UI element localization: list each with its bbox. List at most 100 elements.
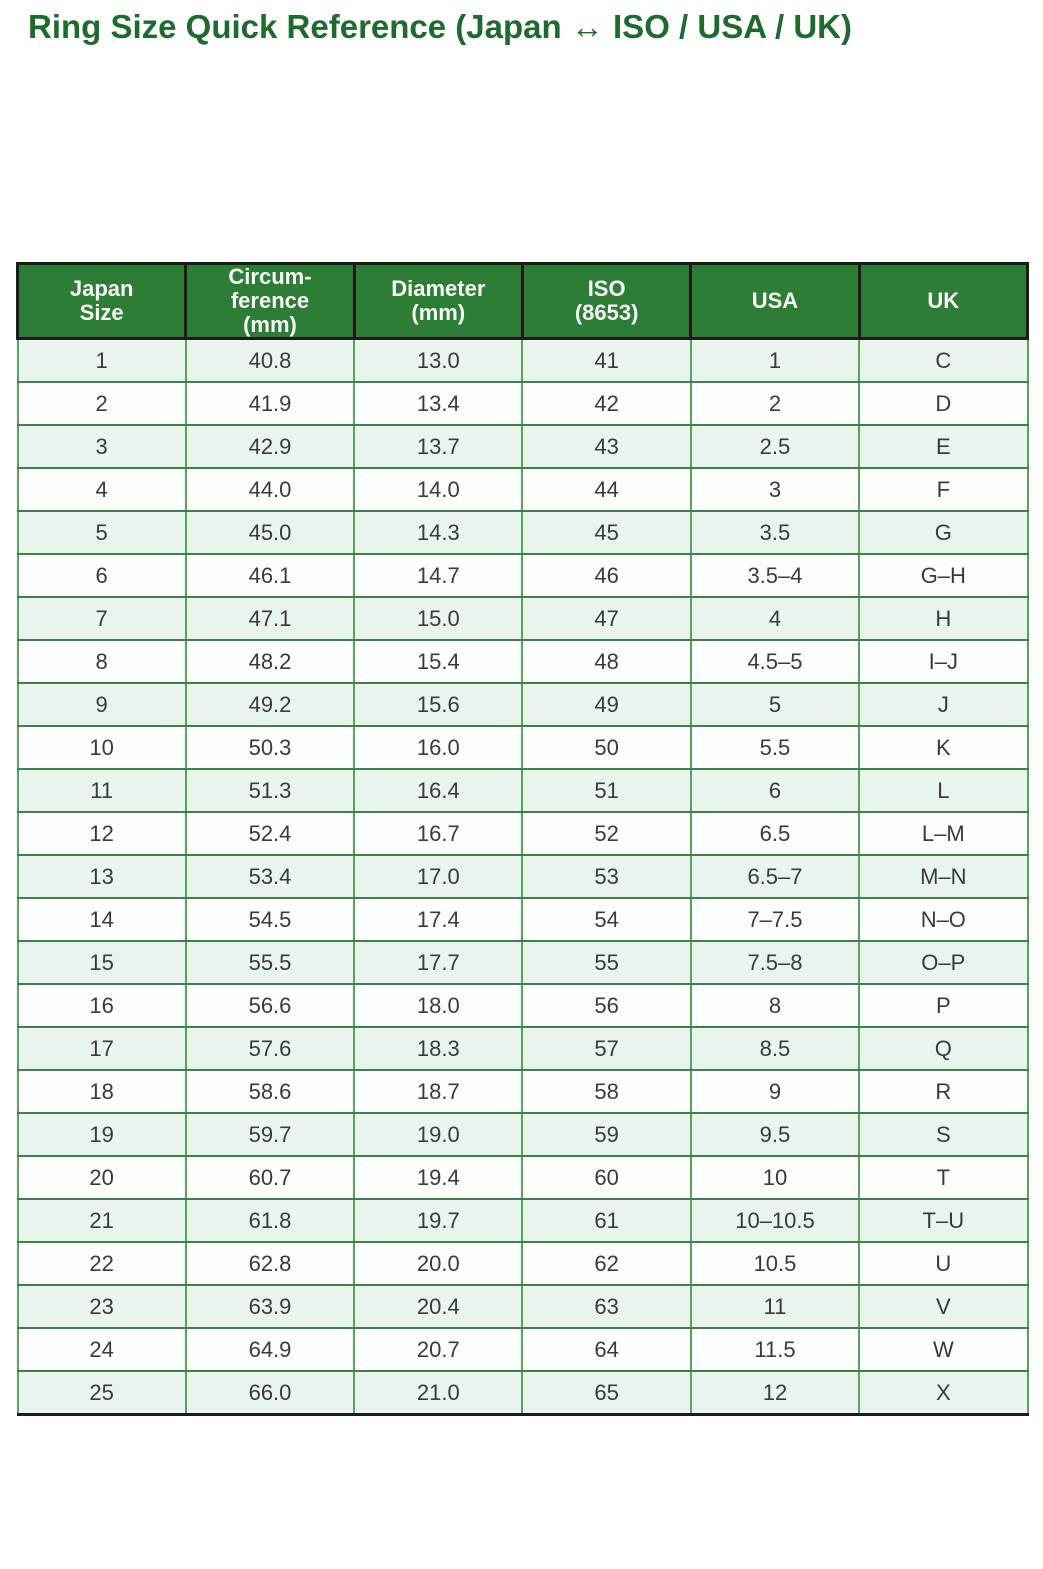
cell-circumference-mm: 53.4 [184, 854, 356, 899]
cell-circumference-mm: 41.9 [184, 381, 356, 426]
cell-usa: 7–7.5 [689, 897, 861, 942]
header-row: Japan Size Circum- ference (mm) Diameter… [15, 262, 1030, 340]
cell-japan-size: 13 [16, 854, 187, 899]
cell-uk: W [858, 1327, 1029, 1372]
cell-usa: 11 [689, 1284, 861, 1329]
cell-japan-size: 2 [16, 381, 187, 426]
cell-uk: R [858, 1069, 1029, 1114]
cell-circumference-mm: 48.2 [184, 639, 356, 684]
cell-uk: U [858, 1241, 1029, 1286]
cell-japan-size: 25 [16, 1370, 187, 1416]
table-row: 17 57.6 18.3 57 8.5 Q [16, 1026, 1029, 1071]
cell-diameter-mm: 17.7 [353, 940, 524, 985]
cell-iso-8653: 41 [521, 337, 692, 383]
cell-iso-8653: 54 [521, 897, 692, 942]
cell-uk: T [858, 1155, 1029, 1200]
cell-uk: G–H [858, 553, 1029, 598]
cell-circumference-mm: 63.9 [184, 1284, 356, 1329]
cell-iso-8653: 63 [521, 1284, 692, 1329]
header-iso-8653: ISO (8653) [520, 262, 693, 340]
table-row: 11 51.3 16.4 51 6 L [16, 768, 1029, 813]
cell-uk: I–J [858, 639, 1029, 684]
cell-diameter-mm: 13.4 [353, 381, 524, 426]
cell-circumference-mm: 46.1 [184, 553, 356, 598]
cell-uk: L [858, 768, 1029, 813]
cell-japan-size: 16 [16, 983, 187, 1028]
cell-japan-size: 14 [16, 897, 187, 942]
cell-iso-8653: 53 [521, 854, 692, 899]
cell-usa: 10–10.5 [689, 1198, 861, 1243]
table-row: 2 41.9 13.4 42 2 D [16, 381, 1029, 426]
cell-usa: 8 [689, 983, 861, 1028]
cell-uk: H [858, 596, 1029, 641]
cell-japan-size: 18 [16, 1069, 187, 1114]
table-row: 18 58.6 18.7 58 9 R [16, 1069, 1029, 1114]
table-row: 20 60.7 19.4 60 10 T [16, 1155, 1029, 1200]
cell-circumference-mm: 66.0 [184, 1370, 356, 1416]
table-row: 7 47.1 15.0 47 4 H [16, 596, 1029, 641]
cell-diameter-mm: 20.4 [353, 1284, 524, 1329]
cell-japan-size: 6 [16, 553, 187, 598]
ring-size-table: Japan Size Circum- ference (mm) Diameter… [15, 262, 1030, 1416]
cell-iso-8653: 42 [521, 381, 692, 426]
cell-usa: 3.5 [689, 510, 861, 555]
cell-japan-size: 9 [16, 682, 187, 727]
cell-circumference-mm: 44.0 [184, 467, 356, 512]
cell-uk: L–M [858, 811, 1029, 856]
cell-iso-8653: 50 [521, 725, 692, 770]
cell-usa: 12 [689, 1370, 861, 1416]
table-row: 8 48.2 15.4 48 4.5–5 I–J [16, 639, 1029, 684]
cell-uk: X [858, 1370, 1029, 1416]
table-row: 21 61.8 19.7 61 10–10.5 T–U [16, 1198, 1029, 1243]
cell-diameter-mm: 20.0 [353, 1241, 524, 1286]
cell-uk: G [858, 510, 1029, 555]
cell-diameter-mm: 16.0 [353, 725, 524, 770]
cell-uk: O–P [858, 940, 1029, 985]
cell-iso-8653: 52 [521, 811, 692, 856]
cell-circumference-mm: 56.6 [184, 983, 356, 1028]
cell-circumference-mm: 57.6 [184, 1026, 356, 1071]
table-row: 13 53.4 17.0 53 6.5–7 M–N [16, 854, 1029, 899]
cell-japan-size: 21 [16, 1198, 187, 1243]
cell-japan-size: 8 [16, 639, 187, 684]
cell-circumference-mm: 52.4 [184, 811, 356, 856]
table-row: 14 54.5 17.4 54 7–7.5 N–O [16, 897, 1029, 942]
table-row: 5 45.0 14.3 45 3.5 G [16, 510, 1029, 555]
cell-japan-size: 19 [16, 1112, 187, 1157]
table-row: 16 56.6 18.0 56 8 P [16, 983, 1029, 1028]
cell-usa: 6 [689, 768, 861, 813]
cell-usa: 11.5 [689, 1327, 861, 1372]
cell-japan-size: 11 [16, 768, 187, 813]
cell-usa: 3 [689, 467, 861, 512]
table-row: 10 50.3 16.0 50 5.5 K [16, 725, 1029, 770]
cell-diameter-mm: 16.7 [353, 811, 524, 856]
page-title: Ring Size Quick Reference (Japan ↔ ISO /… [28, 8, 852, 45]
cell-circumference-mm: 49.2 [184, 682, 356, 727]
table-row: 23 63.9 20.4 63 11 V [16, 1284, 1029, 1329]
cell-japan-size: 7 [16, 596, 187, 641]
cell-usa: 8.5 [689, 1026, 861, 1071]
cell-usa: 5.5 [689, 725, 861, 770]
cell-iso-8653: 56 [521, 983, 692, 1028]
cell-uk: J [858, 682, 1029, 727]
cell-japan-size: 3 [16, 424, 187, 469]
cell-diameter-mm: 15.6 [353, 682, 524, 727]
cell-diameter-mm: 13.7 [353, 424, 524, 469]
cell-iso-8653: 46 [521, 553, 692, 598]
table-row: 15 55.5 17.7 55 7.5–8 O–P [16, 940, 1029, 985]
cell-diameter-mm: 14.7 [353, 553, 524, 598]
cell-japan-size: 10 [16, 725, 187, 770]
cell-iso-8653: 60 [521, 1155, 692, 1200]
cell-circumference-mm: 45.0 [184, 510, 356, 555]
cell-iso-8653: 49 [521, 682, 692, 727]
table-row: 1 40.8 13.0 41 1 C [16, 337, 1029, 383]
cell-uk: M–N [858, 854, 1029, 899]
cell-usa: 7.5–8 [689, 940, 861, 985]
cell-iso-8653: 43 [521, 424, 692, 469]
cell-diameter-mm: 18.3 [353, 1026, 524, 1071]
cell-iso-8653: 59 [521, 1112, 692, 1157]
header-japan-size: Japan Size [15, 262, 188, 340]
table-row: 9 49.2 15.6 49 5 J [16, 682, 1029, 727]
cell-iso-8653: 62 [521, 1241, 692, 1286]
